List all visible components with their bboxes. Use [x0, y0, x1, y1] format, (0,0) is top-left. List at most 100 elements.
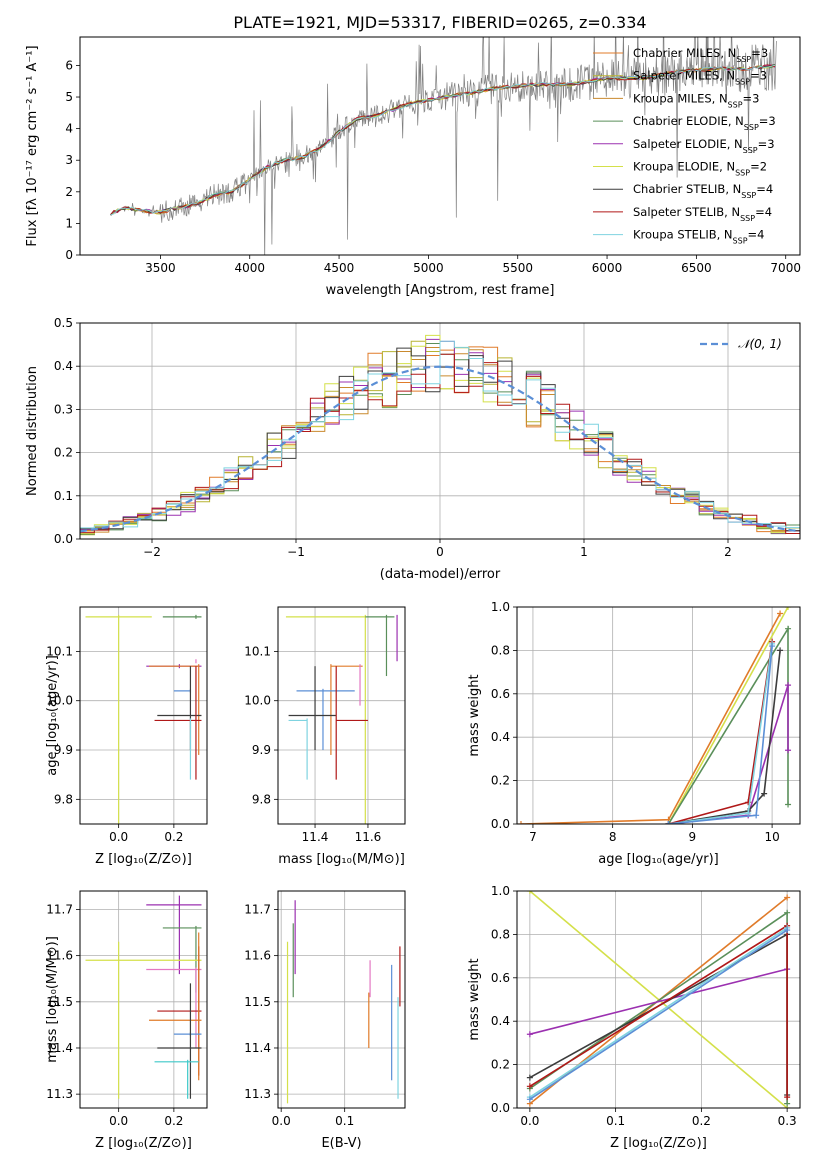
y-tick-label: 0.6 — [491, 687, 510, 701]
x-tick-label: 11.6 — [355, 830, 382, 844]
weight-line-3 — [668, 684, 789, 824]
legend-nssp: =2 — [750, 160, 767, 174]
weight-marker-0 — [526, 891, 533, 894]
weight-marker-1 — [785, 607, 792, 610]
observed-spectrum-line — [110, 37, 777, 255]
y-tick-label: 9.9 — [252, 743, 271, 757]
spectrum-panel: 3500 4000 4500 5000 5500 6000 6500 7000 0 1 2 3 4 5 6 w… — [25, 36, 801, 298]
legend-label-5: Kroupa ELODIE, NSSP=2 — [633, 160, 767, 178]
age-vs-mass-panel: 11.4 11.6 9.8 9.9 10.0 10.1 mass [log₁₀(M/M⊙)] — [244, 606, 406, 867]
y-tick-label: 0.0 — [491, 817, 510, 831]
x-tick-label: 7 — [529, 830, 537, 844]
y-tick-label: 9.9 — [54, 743, 73, 757]
y-tick-label: 11.5 — [244, 995, 271, 1009]
x-tick-label: 3500 — [145, 261, 176, 275]
legend-sub: SSP — [740, 213, 755, 222]
y-tick-label: 11.6 — [46, 949, 73, 963]
legend-sub: SSP — [736, 55, 751, 64]
weight-line-1 — [667, 607, 789, 824]
weight-marker-7 — [784, 927, 791, 934]
axes-frame — [277, 606, 406, 825]
x-tick-label: 0.2 — [692, 1114, 711, 1128]
y-tick-label: 11.5 — [46, 995, 73, 1009]
legend-nssp: =4 — [748, 228, 765, 242]
plot-area — [85, 895, 202, 1099]
y-tick-label: 10.1 — [46, 644, 73, 658]
x-tick-label: 0.1 — [335, 1114, 354, 1128]
y-tick-label: 1.0 — [491, 600, 510, 614]
x-tick-label: 6500 — [681, 261, 712, 275]
x-axis-label: age [log₁₀(age/yr)] — [598, 852, 719, 867]
weight-marker-7 — [526, 1096, 533, 1103]
y-tick-label: 0.6 — [491, 971, 510, 985]
y-tick-label: 10.0 — [244, 694, 271, 708]
x-tick-label: 6000 — [592, 261, 623, 275]
axes-frame — [516, 890, 801, 1109]
y-tick-label: 10.1 — [244, 644, 271, 658]
weight-marker-6 — [745, 810, 752, 817]
weight-marker-7 — [769, 643, 776, 650]
weight-marker-0 — [777, 610, 784, 617]
y-tick-label: 4 — [65, 122, 73, 136]
plot-area — [526, 891, 791, 1108]
legend-label-6: Chabrier STELIB, NSSP=4 — [633, 182, 773, 200]
legend-sub: SSP — [735, 168, 750, 177]
massweight-vs-Z-panel: 0.0 0.1 0.2 0.3 0.0 0.2 0.4 0.6 0.8 1.0 Z [log₁₀(Z… — [467, 884, 801, 1151]
weight-marker-4 — [526, 1074, 533, 1081]
legend-label-7: Salpeter STELIB, NSSP=4 — [633, 205, 772, 223]
x-axis-label: (data-model)/error — [380, 567, 501, 582]
weight-line-0 — [529, 891, 788, 1108]
x-axis-label: mass [log₁₀(M/M⊙)] — [278, 852, 405, 867]
legend-label-gaussian: 𝒩(0, 1) — [738, 337, 782, 351]
y-tick-label: 9.8 — [252, 792, 271, 806]
y-tick-label: 11.7 — [46, 902, 73, 916]
legend-nssp: =4 — [756, 182, 773, 196]
x-tick-label: −1 — [287, 545, 305, 559]
x-axis-label: Z [log₁₀(Z/Z⊙)] — [95, 1136, 192, 1151]
plot-area — [285, 614, 398, 824]
y-tick-label: 3 — [65, 153, 73, 167]
y-tick-label: 11.6 — [244, 949, 271, 963]
plot-area — [80, 334, 800, 536]
y-tick-label: 0.2 — [491, 1058, 510, 1072]
y-axis-label: mass [log₁₀(M/M⊙)] — [45, 936, 60, 1063]
legend-label-1: Salpeter MILES, NSSP=3 — [633, 69, 767, 87]
y-tick-label: 9.8 — [54, 792, 73, 806]
x-axis-label: E(B-V) — [321, 1136, 361, 1151]
plot-area — [517, 607, 792, 824]
y-tick-label: 11.7 — [244, 902, 271, 916]
y-axis-label: mass weight — [467, 674, 482, 756]
y-axis-label: mass weight — [467, 958, 482, 1040]
y-axis-label: Normed distribution — [25, 366, 40, 496]
weight-marker-3 — [785, 747, 792, 754]
y-tick-label: 0.1 — [54, 489, 73, 503]
y-axis-label: age [log₁₀(age/yr)] — [45, 655, 60, 776]
y-tick-label: 11.3 — [46, 1087, 73, 1101]
weight-line-3 — [529, 968, 788, 1035]
y-tick-label: 0.8 — [491, 643, 510, 657]
weight-marker-0 — [517, 821, 524, 824]
weight-marker-3 — [526, 1031, 533, 1038]
model-line-4 — [110, 63, 776, 216]
y-tick-label: 0.8 — [491, 927, 510, 941]
gaussian-curve — [80, 365, 800, 533]
legend-nssp: =3 — [751, 46, 768, 60]
x-axis-label: Z [log₁₀(Z/Z⊙)] — [610, 1136, 707, 1151]
weight-marker-5 — [784, 1094, 791, 1101]
weight-line-0 — [520, 613, 781, 824]
axes-frame — [79, 606, 208, 825]
x-tick-label: 7000 — [770, 261, 801, 275]
x-tick-label: 5500 — [502, 261, 533, 275]
histogram-8 — [80, 340, 800, 529]
legend-sub: SSP — [733, 236, 748, 245]
y-axis-label: Flux [fλ 10⁻¹⁷ erg cm⁻² s⁻¹ A⁻¹] — [25, 45, 40, 246]
y-tick-label: 0.4 — [54, 359, 73, 373]
legend-label-0: Chabrier MILES, NSSP=3 — [633, 46, 768, 64]
legend-label-4: Salpeter ELODIE, NSSP=3 — [633, 137, 775, 155]
weight-marker-2 — [785, 625, 792, 632]
x-tick-label: 9 — [689, 830, 697, 844]
y-tick-label: 10.0 — [46, 694, 73, 708]
weight-marker-2 — [784, 909, 791, 916]
plot-area — [85, 614, 202, 824]
